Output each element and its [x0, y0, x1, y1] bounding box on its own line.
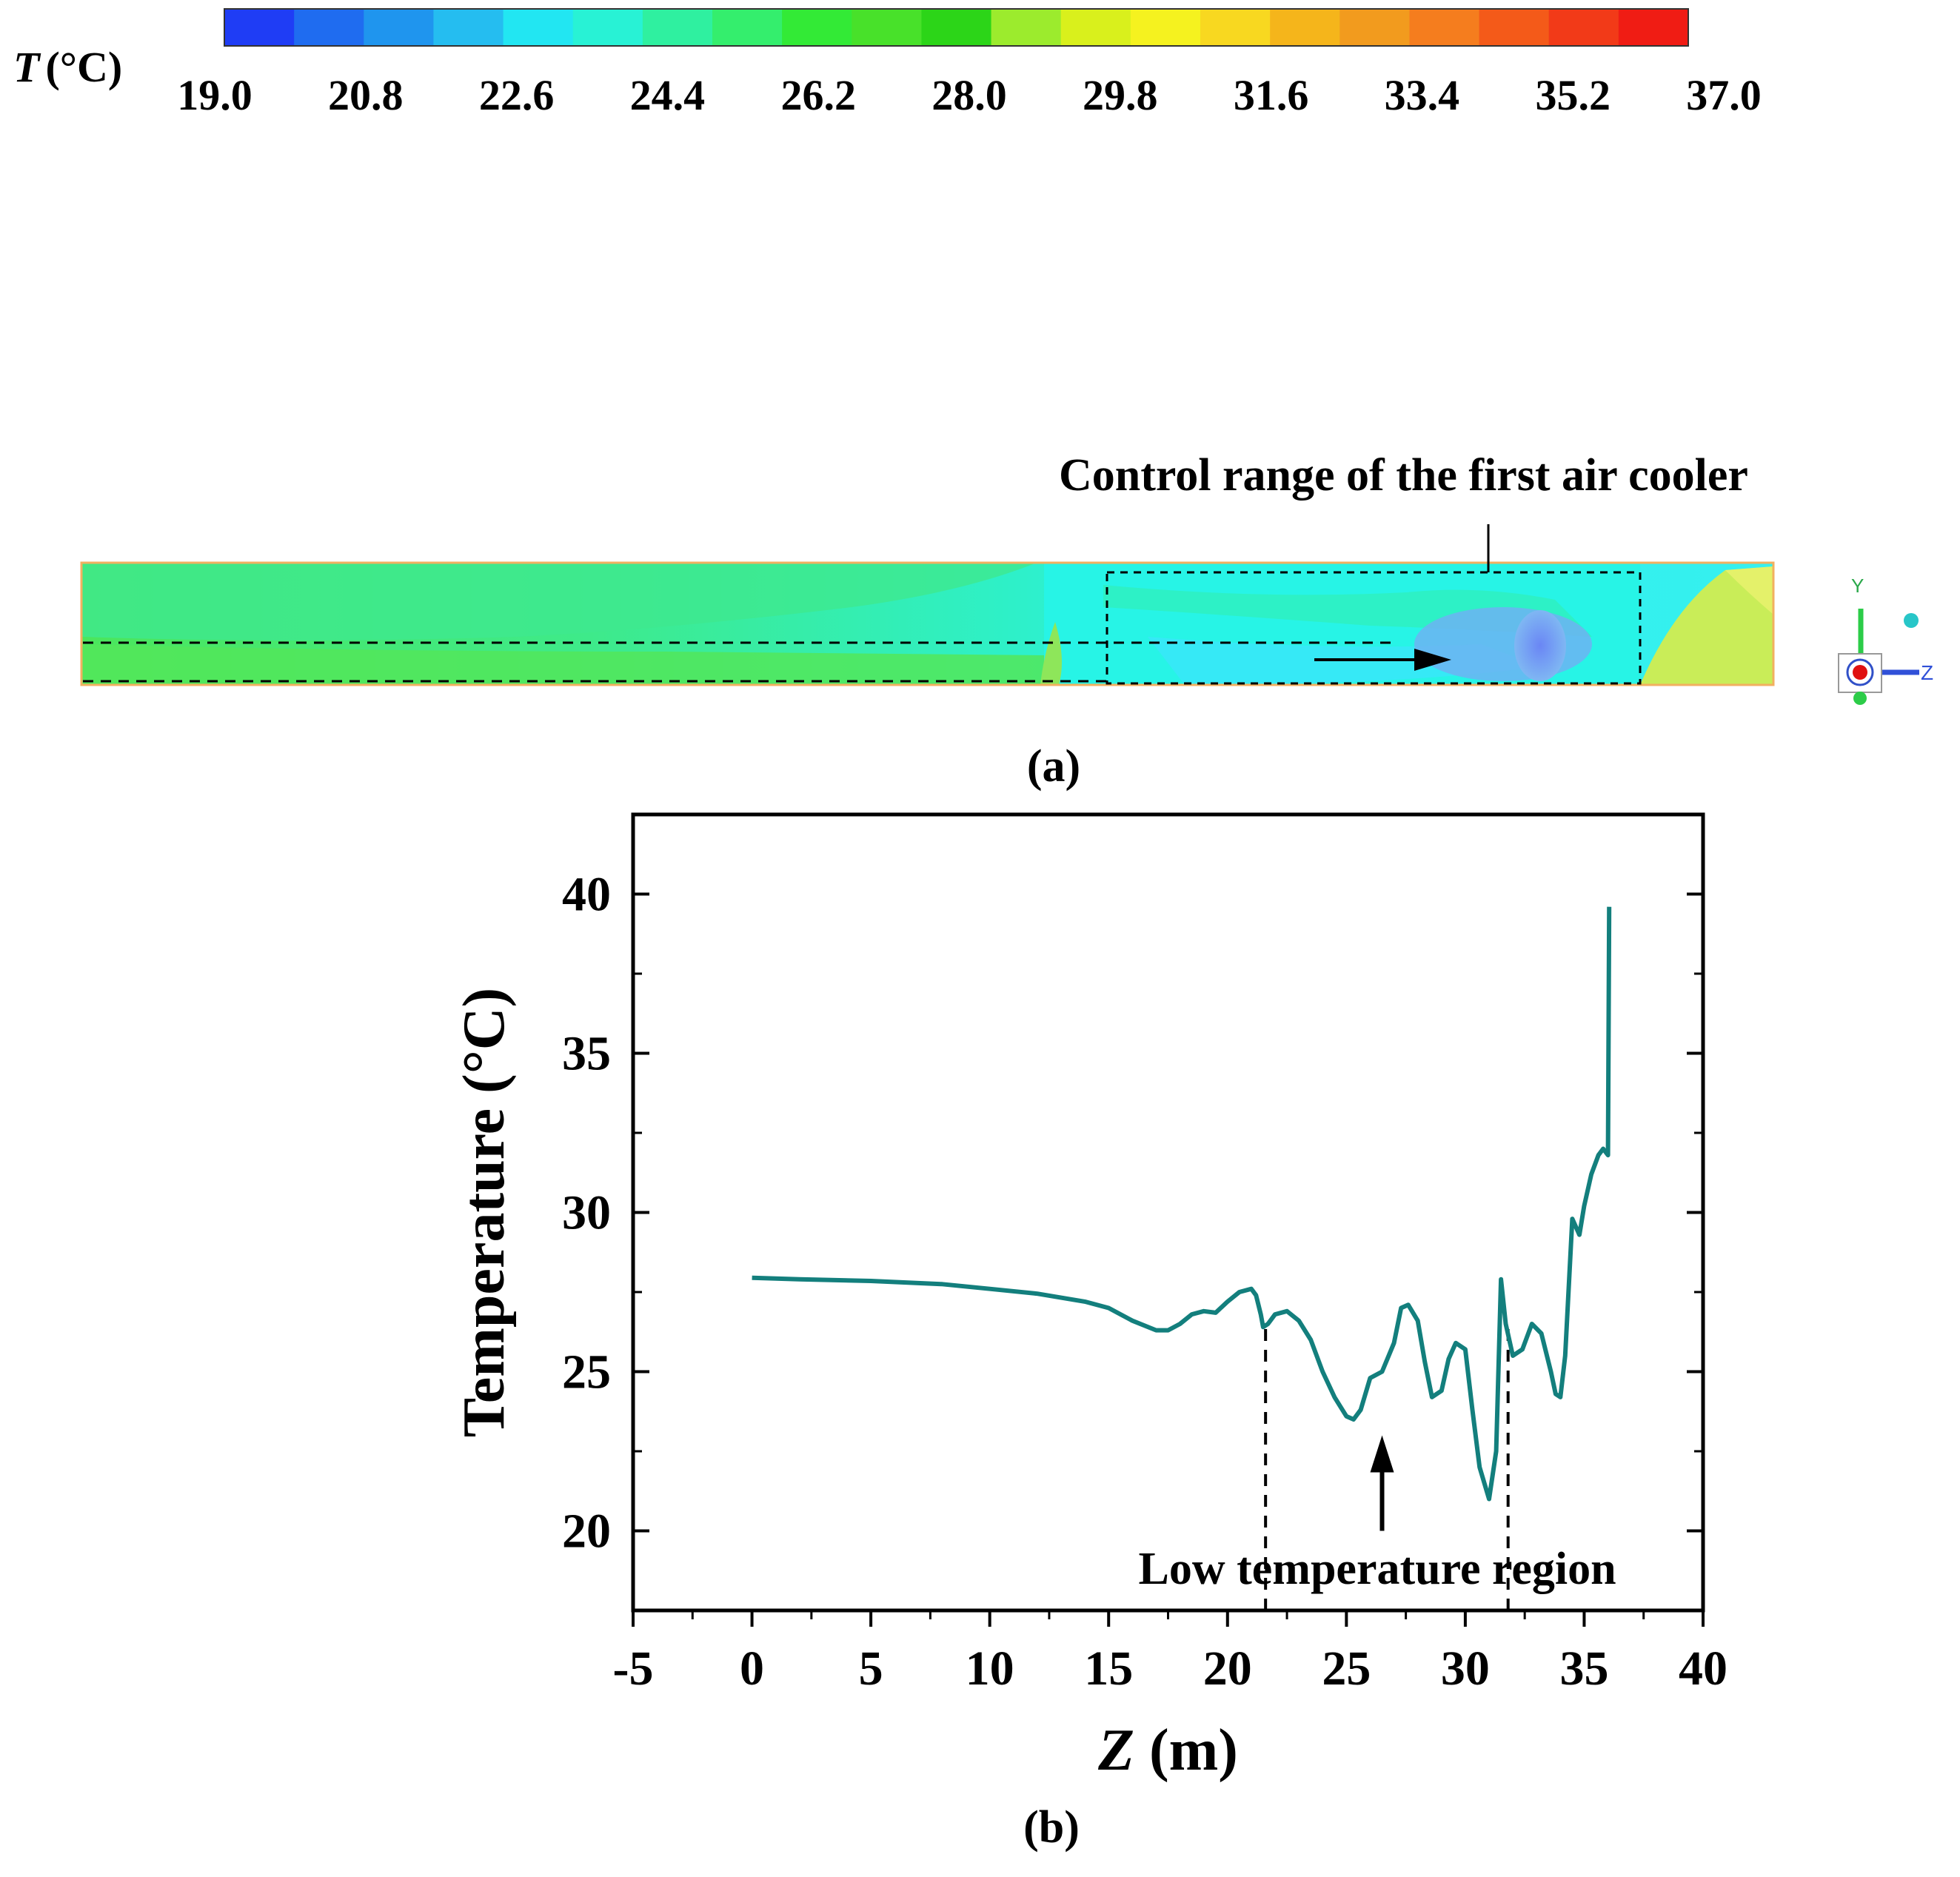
- colorbar-tick-label: 37.0: [1686, 71, 1762, 119]
- axis-triad-icon: Y Z: [1838, 575, 1933, 705]
- flow-arrow-head: [1414, 649, 1451, 671]
- colorbar-frame: [224, 8, 1689, 47]
- temperature-contour: Control range of the first air cooler: [80, 450, 1775, 686]
- y-axis-ticks: 20 25 30 35 40: [562, 813, 1703, 1612]
- contour-blue-patch: [1514, 610, 1566, 681]
- colorbar-tick-label: 22.6: [479, 71, 555, 119]
- x-tick-label: 5: [859, 1642, 883, 1696]
- colorbar-swatch: [1270, 9, 1340, 46]
- colorbar-tick-label: 20.8: [328, 71, 404, 119]
- y-tick-label: 30: [562, 1186, 611, 1240]
- plot-frame: [631, 812, 1705, 1613]
- colorbar-swatch: [503, 9, 574, 46]
- colorbar-swatch: [224, 9, 295, 46]
- colorbar-swatch: [1130, 9, 1201, 46]
- x-axis-label: Z (m): [1097, 1718, 1238, 1783]
- colorbar-swatch: [782, 9, 852, 46]
- colorbar-swatch: [1409, 9, 1480, 46]
- colorbar-tick-labels: 19.0 20.8 22.6 24.4 26.2 28.0 29.8 31.6 33.4 35.2…: [177, 71, 1762, 119]
- temperature-line-chart: 20 25 30 35 40 -5 0 5 10 15 20 25 30 35 40 Low temper…: [452, 812, 1727, 1783]
- contour-upper-green: [81, 563, 1037, 640]
- x-tick-label: 40: [1679, 1642, 1727, 1696]
- temperature-colorbar: T (°C) 19.0 20.8 22.6 24.4 26.2 28.0 29.8 31.6 33…: [13, 8, 1762, 119]
- colorbar-tick-label: 33.4: [1385, 71, 1460, 119]
- contour-outlet-warm: [1640, 566, 1773, 685]
- colorbar-swatch: [1479, 9, 1550, 46]
- temperature-series-line: [752, 906, 1612, 1502]
- x-tick-label: 30: [1441, 1642, 1490, 1696]
- panel-a-label: (a): [1027, 741, 1080, 792]
- colorbar-swatch: [1200, 9, 1271, 46]
- colorbar-swatch: [921, 9, 992, 46]
- colorbar-swatch: [1618, 9, 1689, 46]
- x-axis-ticks: -5 0 5 10 15 20 25 30 35 40: [613, 1610, 1727, 1696]
- colorbar-swatches: [224, 9, 1689, 46]
- control-range-annotation: Control range of the first air cooler: [1059, 450, 1748, 501]
- contour-outlet-warmer: [1725, 566, 1773, 615]
- x-tick-label: 10: [966, 1642, 1014, 1696]
- colorbar-title: T (°C): [13, 43, 122, 91]
- y-tick-label: 40: [562, 868, 611, 922]
- colorbar-swatch: [1339, 9, 1410, 46]
- axis-z-label: Z: [1921, 661, 1933, 684]
- colorbar-swatch: [1060, 9, 1131, 46]
- colorbar-swatch: [294, 9, 364, 46]
- colorbar-tick-label: 31.6: [1234, 71, 1309, 119]
- y-tick-label: 35: [562, 1027, 611, 1081]
- colorbar-swatch: [852, 9, 922, 46]
- colorbar-swatch: [433, 9, 504, 46]
- x-tick-label: 20: [1203, 1642, 1252, 1696]
- x-tick-label: 25: [1322, 1642, 1371, 1696]
- x-tick-label: -5: [613, 1642, 654, 1696]
- low-temp-arrow-head: [1370, 1435, 1394, 1473]
- contour-border: [80, 561, 1775, 686]
- colorbar-tick-label: 26.2: [780, 71, 856, 119]
- x-tick-label: 15: [1084, 1642, 1133, 1696]
- colorbar-swatch: [572, 9, 643, 46]
- colorbar-swatch: [642, 9, 713, 46]
- x-tick-label: 35: [1559, 1642, 1608, 1696]
- colorbar-swatch: [991, 9, 1062, 46]
- colorbar-swatch: [712, 9, 783, 46]
- colorbar-swatch: [1548, 9, 1619, 46]
- panel-b-label: (b): [1023, 1802, 1080, 1853]
- low-temp-annotation: Low temperature region: [1139, 1544, 1616, 1594]
- x-tick-label: 0: [740, 1642, 764, 1696]
- colorbar-tick-label: 35.2: [1535, 71, 1611, 119]
- contour-thin-yellow-strip: [1040, 622, 1062, 685]
- contour-lower-green: [81, 644, 1044, 685]
- colorbar-tick-label: 24.4: [630, 71, 706, 119]
- colorbar-tick-label: 28.0: [931, 71, 1007, 119]
- y-axis-label: Temperature (°C): [452, 988, 517, 1437]
- colorbar-tick-label: 29.8: [1083, 71, 1158, 119]
- axis-y-label: Y: [1851, 575, 1864, 597]
- y-tick-label: 25: [562, 1345, 611, 1399]
- colorbar-swatch: [364, 9, 434, 46]
- y-tick-label: 20: [562, 1505, 611, 1559]
- colorbar-tick-label: 19.0: [177, 71, 252, 119]
- control-range-box: [1106, 571, 1642, 685]
